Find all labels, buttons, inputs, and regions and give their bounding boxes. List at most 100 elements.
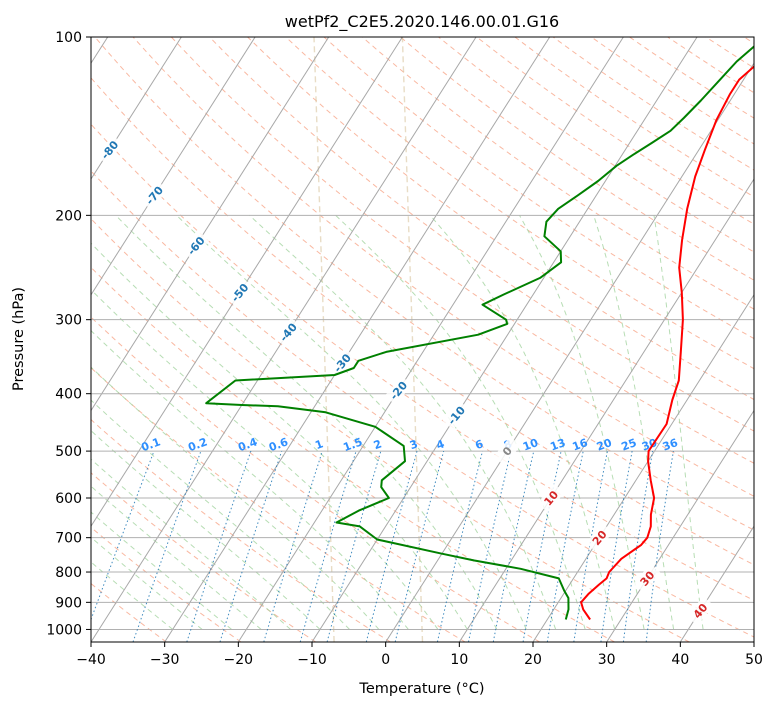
- dry-adiabat-line: [91, 77, 754, 566]
- mixing-ratio-label: 10: [521, 436, 540, 454]
- isotherm-label-bg: [95, 135, 124, 165]
- mixing-ratio-line: [394, 450, 445, 642]
- mixing-ratio-label: 36: [661, 436, 680, 454]
- mixing-ratio-line: [600, 451, 633, 642]
- x-axis-title: Temperature (°C): [358, 681, 484, 697]
- mixing-ratio-label: 1.5: [341, 435, 364, 454]
- reference-curve-line: [401, 37, 424, 642]
- y-tick-label: 500: [55, 444, 82, 460]
- isotherm-line: [753, 641, 754, 642]
- mixing-ratio-label: 1: [313, 437, 325, 452]
- mixing-ratio-line: [436, 450, 483, 642]
- dry-adiabat-line: [476, 37, 754, 225]
- isotherm-line: [91, 37, 403, 528]
- dry-adiabat-line: [400, 37, 754, 281]
- isotherm-label-bg: [182, 231, 210, 261]
- isotherm-line: [532, 293, 754, 642]
- isotherm-label-bg: [537, 483, 565, 513]
- isotherm-label-bg: [140, 180, 169, 210]
- isotherm-line: [311, 37, 698, 642]
- mixing-ratio-label: 25: [620, 436, 639, 453]
- dry-adiabat-line: [91, 367, 466, 642]
- moist-adiabat-line: [249, 214, 557, 630]
- y-tick-label: 300: [55, 313, 82, 329]
- isotherm-line: [91, 37, 330, 412]
- y-tick-label: 600: [55, 491, 82, 507]
- dry-adiabat-line: [91, 266, 615, 642]
- isotherm-label-bg: [493, 436, 521, 466]
- moist-adiabat-line: [91, 399, 350, 630]
- dry-adiabat-line: [91, 218, 690, 642]
- dry-adiabat-line: [91, 418, 391, 642]
- mixing-ratio-line: [91, 450, 155, 621]
- x-tick-label: 50: [745, 652, 763, 668]
- isotherm-label-bg: [585, 523, 614, 553]
- mixing-ratio-label: 0.2: [186, 435, 209, 454]
- mixing-ratio-line: [645, 451, 674, 642]
- moist-adiabat-line: [91, 430, 321, 630]
- isoline-labels: 0.10.20.40.611.52346810131620253036-100-…: [2, 52, 714, 626]
- moist-adiabat-line: [653, 215, 704, 630]
- mixing-ratio-line: [546, 451, 584, 642]
- x-tick-label: 30: [598, 652, 616, 668]
- moist-adiabat-line: [91, 485, 262, 630]
- mixing-ratio-line: [573, 451, 608, 642]
- x-axis: −40 −30 −20 −10 0 10 20 30 40 50: [76, 642, 763, 668]
- mixing-ratio-label: 16: [571, 436, 590, 454]
- moist-adiabat-line: [91, 242, 468, 630]
- moist-adiabat-line: [91, 458, 291, 630]
- moist-adiabat-line: [91, 288, 439, 630]
- chart-title: wetPf2_C2E5.2020.146.00.01.G16: [285, 12, 559, 32]
- x-tick-label: −20: [224, 652, 254, 668]
- isotherm-line: [237, 37, 624, 642]
- isotherm-line: [91, 37, 182, 180]
- y-tick-label: 1000: [46, 622, 82, 638]
- isotherm-line: [385, 62, 754, 642]
- isotherm-line: [91, 37, 256, 296]
- dry-adiabat-line: [552, 37, 754, 171]
- dry-adiabat-line: [591, 37, 754, 145]
- y-axis-title: Pressure (hPa): [11, 287, 27, 391]
- reference-curve-line: [313, 37, 335, 642]
- dry-adiabat-line: [514, 37, 754, 198]
- dry-adiabat-line: [94, 37, 754, 531]
- mixing-ratio-line: [299, 450, 357, 642]
- isotherm-label-bg: [442, 400, 471, 430]
- dry-adiabat-line: [361, 37, 754, 310]
- isotherm-label-bg: [633, 563, 661, 593]
- mixing-ratio-label: 4: [435, 437, 447, 452]
- dry-adiabat-line: [247, 37, 754, 401]
- isotherm-label-bg: [686, 596, 714, 626]
- moist-adiabat-line: [91, 561, 174, 630]
- x-tick-label: −30: [150, 652, 180, 668]
- dry-adiabat-line: [91, 316, 541, 642]
- isotherm-label: -90: [51, 97, 74, 121]
- dry-adiabat-line: [91, 472, 316, 642]
- dry-adiabat-line: [323, 37, 754, 340]
- mixing-ratio-line: [186, 450, 252, 642]
- dry-adiabat-line: [743, 37, 754, 44]
- isotherm-line: [458, 178, 754, 642]
- x-tick-label: 10: [450, 652, 468, 668]
- mixing-ratio-label: 0.4: [236, 435, 259, 454]
- isotherm-label-bg: [226, 278, 254, 308]
- dry-adiabat-line: [132, 37, 754, 497]
- mixing-ratio-line: [365, 450, 418, 642]
- isotherm-label-bg: [384, 375, 413, 405]
- mixing-ratio-line: [263, 450, 323, 642]
- mixing-ratio-line: [326, 450, 382, 642]
- mixing-ratio-line: [468, 450, 512, 642]
- mixing-ratio-label: 3: [408, 437, 420, 452]
- background-lines: [91, 37, 754, 642]
- isotherm-label-bg: [2, 52, 29, 81]
- moist-adiabat-line: [176, 214, 527, 630]
- moist-adiabat-line: [593, 215, 675, 630]
- mixing-ratio-label: 0.1: [139, 435, 162, 454]
- dewpoint-profile-line: [205, 45, 754, 620]
- moist-adiabat-line: [91, 511, 232, 630]
- y-tick-label: 900: [55, 595, 82, 611]
- dry-adiabat-line: [705, 37, 754, 69]
- x-tick-label: −40: [76, 652, 106, 668]
- moist-adiabat-line: [91, 536, 203, 630]
